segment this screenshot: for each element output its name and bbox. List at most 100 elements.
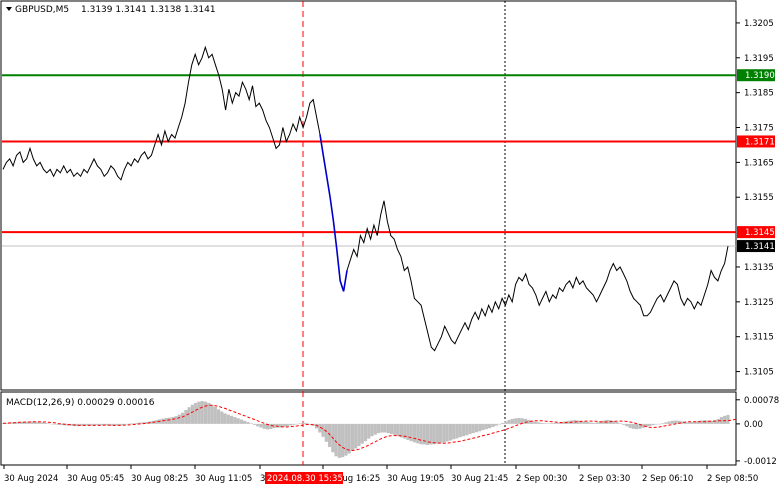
macd-tick-label-1: 0.00 [744,420,763,430]
macd-histogram-bar [481,423,485,431]
macd-histogram-bar [448,423,453,441]
macd-histogram-bar [683,422,688,424]
macd-histogram-bar [275,423,279,428]
macd-histogram-bar [278,423,283,428]
macd-histogram-bar [243,420,247,424]
macd-histogram-bar [337,423,341,458]
price-tick-label-5: 1.3155 [744,193,774,203]
macd-histogram-bar [494,423,498,426]
macd-histogram-bar [510,418,515,424]
time-tick-label-8: 2 Sep 00:30 [516,474,567,484]
time-tick-label-11: 2 Sep 08:50 [707,474,758,484]
macd-histogram-bar [174,416,178,424]
macd-histogram-bar [589,422,593,424]
macd-histogram-bar [536,422,541,424]
macd-histogram-bar [373,423,377,435]
macd-tick-label-0: 0.00078 [744,396,779,406]
macd-histogram-bar [625,423,629,427]
dropdown-triangle-icon[interactable] [6,7,12,11]
price-tick-label-3: 1.3175 [744,124,774,134]
time-marker-badge [265,472,343,484]
macd-histogram-bar [171,417,175,424]
macd-histogram-bar [350,423,355,452]
macd-histogram-bar [644,423,648,427]
macd-histogram-bar [710,420,714,424]
macd-histogram-bar [723,415,727,424]
macd-histogram-bar [468,423,472,435]
macd-histogram-bar [122,423,126,425]
macd-histogram-bar [272,423,276,429]
macd-histogram-bar [324,423,328,442]
macd-histogram-bar [592,422,596,424]
macd-histogram-bar [706,420,711,424]
macd-histogram-bar [406,423,410,440]
macd-histogram-bar [399,423,404,438]
macd-histogram-bar [249,423,253,424]
macd-histogram-bar [83,423,87,426]
macd-histogram-bar [167,417,172,424]
macd-histogram-bar [363,423,368,442]
macd-histogram-bar [40,422,44,424]
macd-histogram-bar [543,423,547,424]
macd-histogram-bar [109,423,113,426]
macd-histogram-bar [602,420,606,424]
macd-histogram-bar [383,423,387,433]
macd-histogram-bar [484,423,488,430]
time-marker-label: 2024.08.30 15:35 [267,474,343,484]
macd-histogram-bar [553,422,557,424]
macd-histogram-bar [184,409,188,424]
macd-histogram-bar [638,423,642,429]
macd-histogram-bar [138,422,142,424]
macd-histogram-bar [187,407,191,424]
macd-histogram-bar [654,423,658,425]
macd-histogram-bar [634,423,639,430]
time-tick-label-6: 30 Aug 19:05 [387,474,444,484]
macd-histogram-bar [458,423,462,438]
macd-histogram-bar [523,418,528,424]
macd-histogram-bar [246,422,250,424]
macd-histogram-bar [236,418,240,424]
time-tick-label-5: 30 Aug 16:25 [323,474,380,484]
macd-histogram-bar [285,423,289,427]
macd-histogram-bar [566,420,570,424]
macd-histogram-bar [628,423,632,428]
macd-histogram-bar [210,404,214,424]
main-chart-frame [0,0,737,391]
time-tick-label-1: 30 Aug 05:45 [67,474,124,484]
macd-histogram-bar [233,417,237,424]
macd-histogram-bar [403,423,407,439]
macd-histogram-bar [47,423,51,424]
macd-histogram-bar [595,422,599,424]
macd-histogram-bar [164,418,168,424]
price-tick-label-6: 1.3135 [744,263,774,273]
macd-histogram-bar [89,423,93,426]
macd-histogram-bar [429,423,433,445]
macd-histogram-bar [17,422,21,424]
macd-histogram-bar [239,419,244,424]
macd-histogram-bar [582,421,586,424]
macd-histogram-bar [305,422,309,424]
price-tick-label-7: 1.3125 [744,298,774,308]
level-tag-2 [737,226,775,239]
macd-histogram-bar [102,423,106,426]
macd-histogram-bar [615,422,619,424]
macd-histogram-bar [112,423,116,426]
macd-histogram-bar [445,423,449,442]
macd-histogram-bar [530,420,534,424]
macd-histogram-bar [105,423,110,426]
macd-histogram-bar [576,420,580,424]
macd-histogram-bar [314,423,319,429]
macd-histogram-bar [670,420,675,424]
macd-histogram-bar [56,423,61,425]
macd-histogram-bar [115,423,119,426]
current-price-label: 1.3141 [745,242,775,252]
macd-histogram-bar [631,423,635,429]
time-tick-label-3: 30 Aug 11:05 [195,474,252,484]
macd-histogram-bar [128,423,132,425]
current-price-tag [737,240,775,253]
macd-histogram-bar [24,421,28,424]
macd-histogram-bar [507,419,511,424]
macd-histogram-bar [419,423,423,445]
macd-histogram-bar [651,423,655,426]
